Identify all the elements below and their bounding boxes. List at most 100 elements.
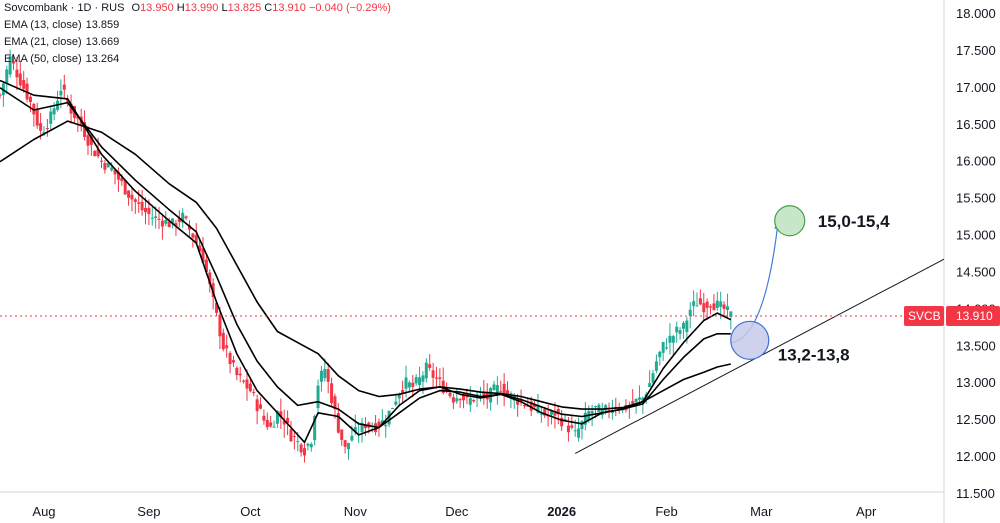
candle-body (28, 96, 32, 103)
candle-body (116, 171, 120, 180)
candle-body (502, 383, 506, 396)
candle-body (556, 408, 560, 415)
candle-body (641, 397, 645, 403)
candle-body (160, 220, 164, 227)
x-tick-label: Dec (445, 504, 469, 519)
candle-body (306, 443, 310, 446)
candle-body (225, 345, 229, 349)
candle-body (123, 180, 127, 195)
candle-body (323, 368, 327, 379)
candle-body (631, 401, 635, 404)
candle-body (5, 69, 9, 84)
candle-body (681, 322, 685, 329)
candle-body (313, 415, 317, 441)
y-tick-label: 17.500 (956, 43, 996, 58)
ticker-tag-bg (904, 306, 944, 327)
candle-body (215, 302, 219, 313)
candle-body (106, 162, 110, 168)
ohlc-low-key: L (221, 2, 228, 14)
candle-body (59, 90, 63, 96)
candle-body (360, 422, 364, 432)
candle-body (438, 377, 442, 379)
ohlc-close-value: 13.910 (272, 2, 306, 14)
candle-body (174, 223, 178, 227)
candle-body (127, 190, 131, 198)
candle-body (110, 167, 114, 171)
y-tick-label: 15.000 (956, 228, 996, 243)
x-tick-label: Sep (137, 504, 160, 519)
candle-body (577, 428, 581, 438)
candle-body (492, 384, 496, 391)
candle-body (86, 135, 90, 146)
candle-body (198, 245, 202, 252)
candle-body (204, 259, 208, 272)
symbol-line: Sovcombank · 1D · RUS (4, 2, 125, 14)
candle-body (235, 367, 239, 376)
candle-body (167, 221, 171, 228)
candle-body (326, 369, 330, 382)
candle-body (709, 306, 713, 308)
candle-body (637, 397, 641, 400)
candle-body (154, 216, 158, 219)
candle-body (404, 377, 408, 389)
candle-body (22, 80, 26, 89)
candle-body (269, 422, 273, 427)
candle-body (343, 440, 347, 447)
candle-body (292, 436, 296, 438)
y-tick-label: 16.000 (956, 154, 996, 169)
indicator-ema21[interactable]: EMA (21, close) 13.669 (4, 34, 391, 51)
candle-body (722, 304, 726, 309)
y-tick-label: 12.500 (956, 412, 996, 427)
candle-body (45, 128, 49, 130)
candle-body (133, 199, 137, 202)
candle-body (472, 399, 476, 402)
candle-body (194, 235, 198, 244)
candle-body (164, 219, 168, 224)
candle-body (411, 382, 415, 387)
candle-body (103, 162, 107, 170)
candle-body (563, 419, 567, 421)
candle-body (248, 383, 252, 392)
indicator-ema13[interactable]: EMA (13, close) 13.859 (4, 17, 391, 34)
candle-body (245, 379, 249, 389)
candle-body (424, 362, 428, 379)
candle-body (458, 399, 462, 401)
x-tick-label: Apr (856, 504, 877, 519)
y-tick-label: 13.500 (956, 338, 996, 353)
indicator-ema50[interactable]: EMA (50, close) 13.264 (4, 51, 391, 68)
x-tick-label: Nov (344, 504, 368, 519)
candle-body (543, 409, 547, 416)
candle-body (83, 122, 87, 137)
candle-body (143, 207, 147, 213)
candle-body (299, 444, 303, 453)
candle-body (634, 398, 638, 402)
candle-body (414, 377, 418, 384)
candle-body (252, 391, 256, 393)
x-tick-label: Feb (655, 504, 677, 519)
y-tick-label: 11.500 (956, 486, 995, 501)
candle-body (580, 421, 584, 430)
candle-body (316, 385, 320, 409)
candle-body (275, 411, 279, 424)
candle-body (695, 305, 699, 307)
candle-body (573, 430, 577, 432)
candle-body (113, 169, 117, 175)
candle-body (340, 429, 344, 440)
candle-body (506, 390, 510, 395)
candle-body (66, 99, 70, 102)
y-tick-label: 16.500 (956, 117, 996, 132)
candle-body (550, 410, 554, 415)
indicator-label: EMA (50, close) (4, 53, 82, 65)
price-change: −0.040 (−0.29%) (308, 2, 391, 14)
candle-body (648, 383, 652, 388)
candle-body (191, 233, 195, 238)
candle-body (181, 212, 185, 223)
candle-body (407, 382, 411, 388)
candle-body (363, 424, 367, 429)
candle-body (719, 301, 723, 307)
candle-body (218, 314, 222, 337)
candle-body (231, 360, 235, 363)
candle-body (296, 441, 300, 443)
candle-body (566, 425, 570, 433)
